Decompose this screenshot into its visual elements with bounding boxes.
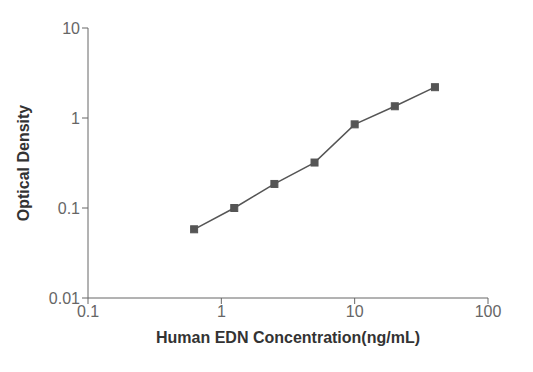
- svg-text:0.1: 0.1: [77, 303, 99, 320]
- svg-text:10: 10: [62, 20, 80, 37]
- svg-text:Human EDN Concentration(ng/mL): Human EDN Concentration(ng/mL): [156, 329, 420, 346]
- svg-text:100: 100: [475, 303, 502, 320]
- svg-text:0.1: 0.1: [58, 200, 80, 217]
- svg-text:10: 10: [346, 303, 364, 320]
- svg-text:0.01: 0.01: [49, 290, 80, 307]
- svg-text:1: 1: [217, 303, 226, 320]
- svg-text:1: 1: [71, 110, 80, 127]
- svg-text:Optical Density: Optical Density: [15, 105, 32, 222]
